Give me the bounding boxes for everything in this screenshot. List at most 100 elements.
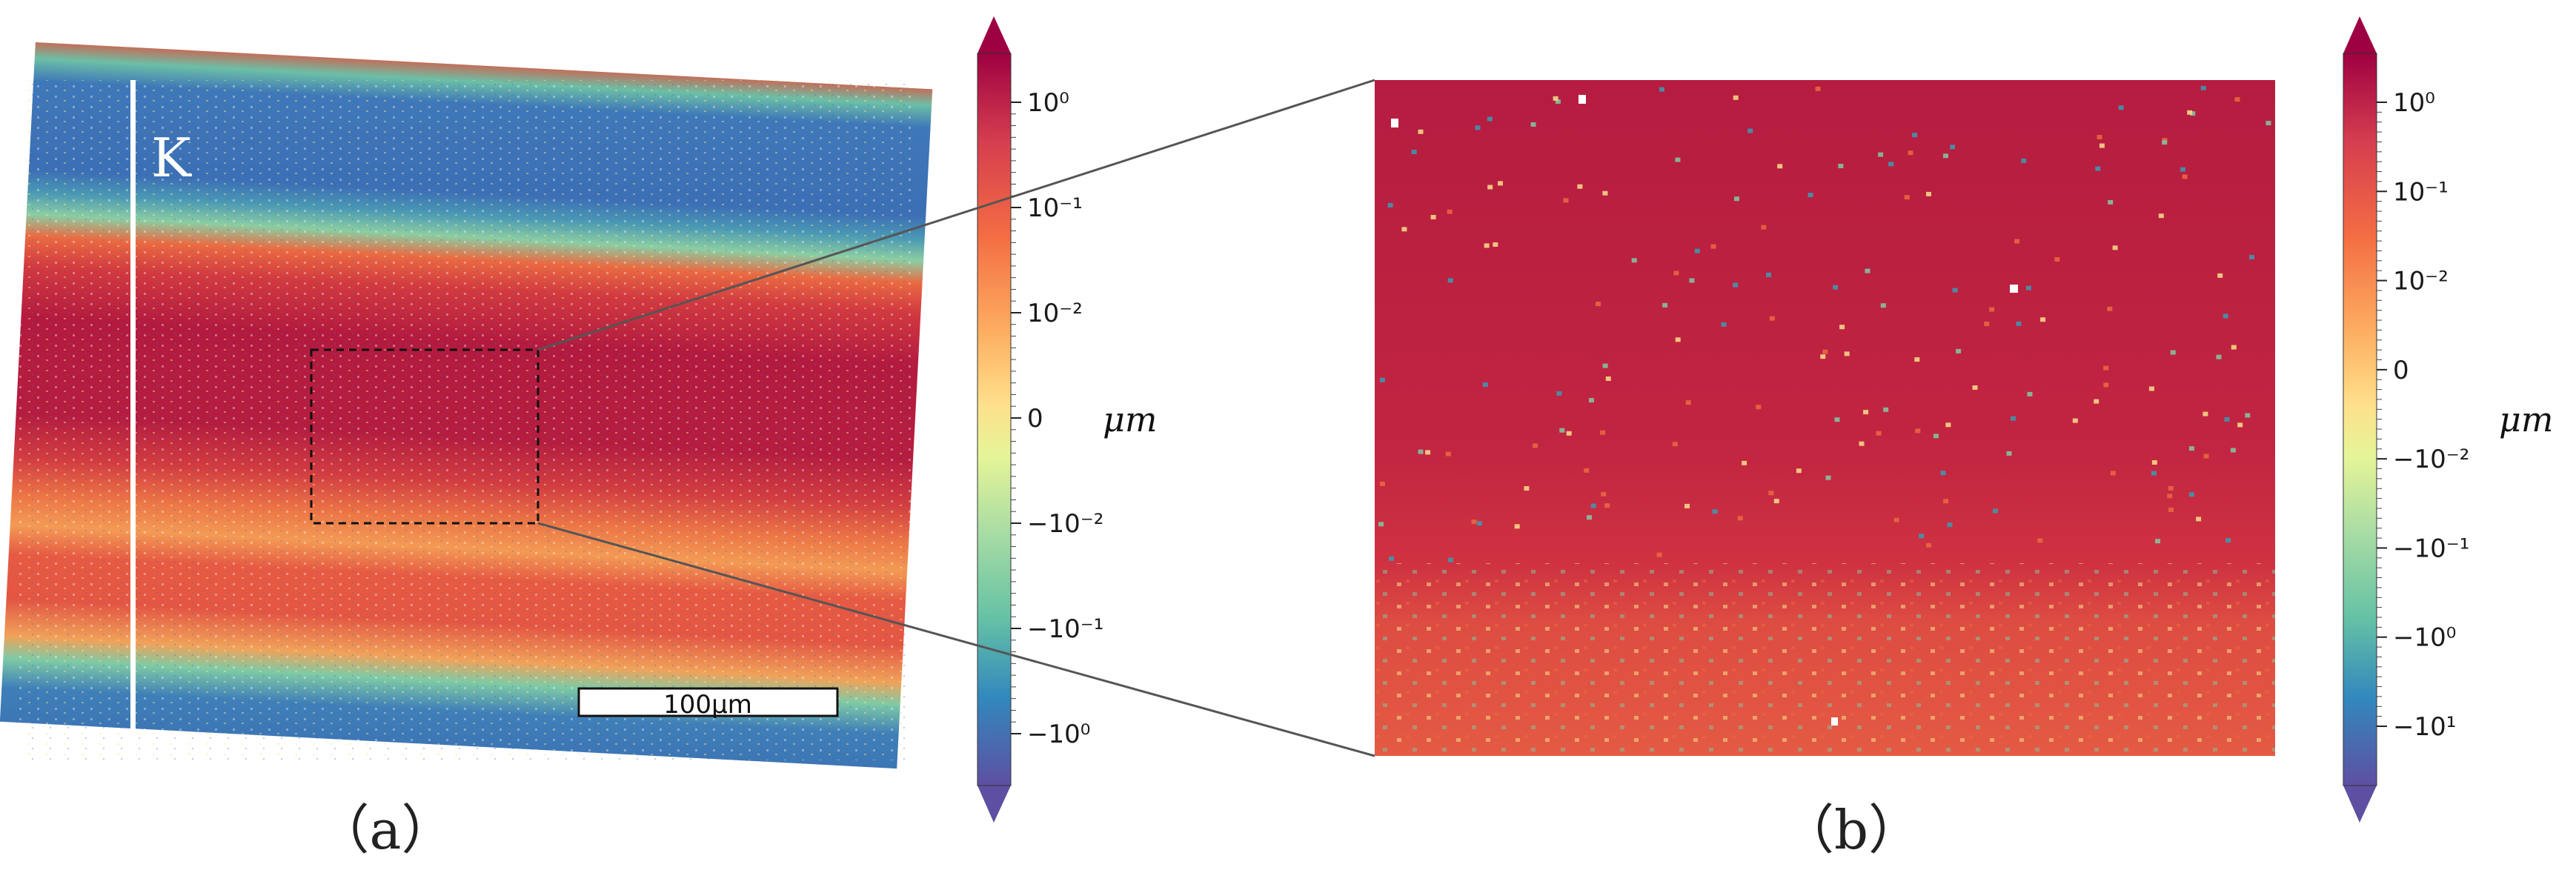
speckle (1834, 417, 1840, 422)
speckle (1447, 557, 1453, 562)
speckle (1933, 434, 1939, 439)
speckle (1631, 258, 1637, 263)
speckle (1807, 193, 1813, 198)
speckle (1943, 499, 1949, 504)
speckle (1773, 499, 1779, 504)
speckle (2224, 416, 2230, 422)
speckle (2188, 492, 2194, 497)
speckle (2099, 143, 2105, 148)
speckle (2040, 317, 2046, 322)
speckle (1777, 164, 1783, 169)
speckle (1445, 451, 1451, 457)
colorbar-tick-label: 10⁻¹ (2393, 177, 2449, 207)
speckle (1656, 552, 1662, 557)
speckle (1888, 162, 1894, 167)
speckle (1880, 303, 1886, 308)
speckle (1742, 460, 1747, 465)
speckle (1675, 337, 1681, 342)
speckle (1733, 282, 1739, 288)
speckle (2231, 345, 2237, 350)
colorbar-tick-label: 0 (2393, 356, 2409, 385)
speckle (2027, 391, 2033, 396)
speckle (1822, 349, 1828, 354)
speckle (1566, 431, 1572, 436)
colorbar-tick-label: 10⁻² (2393, 267, 2449, 296)
colorbar-tick-label: −10⁰ (2393, 623, 2456, 653)
speckle (1914, 357, 1920, 362)
speckle (1418, 449, 1424, 454)
speckle (1825, 475, 1831, 480)
colorbar-tick-label: −10⁻¹ (2393, 534, 2469, 563)
speckle (1601, 491, 1607, 497)
speckle (1684, 503, 1690, 508)
speckle (1820, 354, 1826, 359)
speckle (2225, 538, 2231, 543)
speckle (2054, 257, 2060, 262)
colorbar-a-ticks: 10⁰ 10⁻¹ 10⁻² 0 −10⁻² −10⁻¹ −10⁰ (1011, 88, 1103, 749)
speckle (1950, 145, 1956, 150)
speckle (1524, 486, 1530, 491)
speckle (1947, 522, 1953, 528)
speckle (2168, 508, 2174, 512)
speckle (1952, 288, 1958, 293)
speckle (1721, 322, 1727, 327)
panel-a-label: （a） (316, 799, 455, 861)
speckle (2103, 365, 2109, 371)
colorbar-tick-label: −10⁰ (1027, 720, 1090, 749)
speckle (2223, 313, 2228, 319)
speckle (2170, 350, 2176, 355)
speckle (1733, 95, 1739, 100)
speckle (2167, 494, 2173, 499)
speckle (1878, 152, 1884, 157)
speckle (2108, 199, 2114, 205)
speckle (1815, 86, 1821, 91)
speckle (1600, 430, 1606, 435)
speckle (2216, 354, 2222, 359)
speckle (1694, 248, 1700, 253)
speckle (1559, 428, 1565, 433)
speckle (2162, 140, 2168, 145)
speckle (1556, 391, 1562, 396)
scale-bar (577, 687, 839, 717)
speckle (2168, 485, 2174, 491)
speckle (2217, 273, 2223, 278)
speckle (1555, 99, 1561, 104)
speckle (2190, 111, 2196, 116)
speckle (1514, 524, 1520, 529)
speckle (2155, 539, 2161, 544)
speckle (1378, 522, 1384, 527)
speckle (1596, 302, 1601, 307)
colorbar-tick-label: 10⁻¹ (1027, 193, 1083, 223)
speckle (1673, 270, 1679, 276)
speckle (1447, 209, 1453, 214)
zoom-connector-bottom (537, 522, 1375, 757)
speckle (2162, 138, 2168, 143)
speckle (2200, 85, 2206, 90)
speckle (1712, 509, 1718, 514)
speckle (1498, 181, 1503, 186)
speckle (1989, 307, 1995, 312)
line-k-label: K (151, 127, 192, 189)
zoom-region-box (310, 348, 540, 525)
speckle (1482, 382, 1488, 387)
speckle (1602, 363, 1608, 368)
speckle (1659, 87, 1664, 92)
speckle (2234, 97, 2240, 102)
speckle (2249, 255, 2254, 259)
colorbar-tick-label: −10⁻² (2393, 445, 2469, 474)
colorbar-tick-label: 10⁰ (2393, 88, 2435, 118)
speckle (2180, 167, 2185, 172)
speckle (2011, 416, 2016, 421)
colorbar-tick-label: 0 (1027, 404, 1043, 434)
speckle (1587, 515, 1592, 520)
colorbar-tick-label: 10⁰ (1027, 88, 1069, 118)
speckle (1487, 185, 1493, 190)
speckle (1972, 385, 1978, 390)
speckle (1602, 190, 1608, 196)
speckle (2230, 448, 2236, 453)
speckle (1662, 302, 1668, 308)
speckle (1984, 322, 1990, 326)
speckle (1943, 153, 1948, 159)
speckle (1839, 325, 1845, 330)
